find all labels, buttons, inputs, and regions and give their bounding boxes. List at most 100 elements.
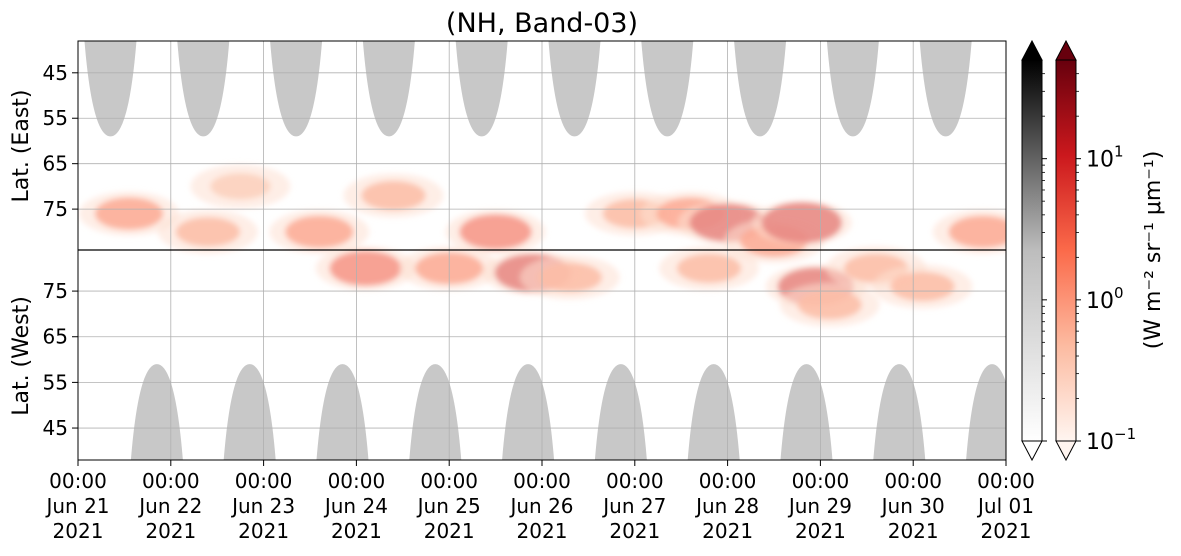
daylight-mask-upper-9 [826, 41, 879, 137]
daylight-mask-upper-1 [84, 41, 137, 137]
daylight-mask-upper-5 [455, 41, 508, 137]
radiance-halo-2 [157, 209, 258, 254]
daylight-mask-lower-8 [780, 364, 833, 460]
daylight-mask-lower-6 [594, 364, 647, 460]
x-tick-label-4-2: 2021 [424, 519, 475, 543]
daylight-mask-lower-7 [687, 364, 740, 460]
radiance-field [79, 164, 1006, 327]
colorbar-label: (W m⁻² sr⁻¹ μm⁻¹) [1141, 151, 1166, 350]
x-tick-label-10-0: 00:00 [977, 469, 1035, 493]
radiance-halo-21 [932, 209, 1006, 254]
x-tick-label-7-2: 2021 [702, 519, 753, 543]
colorbar-reds [1055, 39, 1081, 462]
x-tick-label-10-1: Jul 01 [976, 494, 1034, 518]
x-tick-label-0-0: 00:00 [49, 469, 107, 493]
x-tick-label-1-0: 00:00 [142, 469, 200, 493]
radiance-halo-16 [751, 200, 852, 245]
x-tick-label-6-2: 2021 [609, 519, 660, 543]
colorbar-reds-extend-bottom [1055, 440, 1077, 462]
x-tick-label-5-1: Jun 26 [508, 494, 573, 518]
x-tick-label-2-2: 2021 [238, 519, 289, 543]
x-tick-label-1-1: Jun 22 [137, 494, 202, 518]
colorbar-tick-exp-0: 1 [1114, 143, 1124, 161]
x-tick-label-8-0: 00:00 [792, 469, 850, 493]
daylight-mask-lower-2 [223, 364, 276, 460]
x-tick-label-9-1: Jun 30 [880, 494, 945, 518]
radiance-halo-10 [519, 255, 620, 300]
daylight-mask [84, 41, 1006, 460]
colorbar-reds-body [1055, 59, 1077, 442]
x-tick-label-2-0: 00:00 [235, 469, 293, 493]
daylight-mask-upper-6 [548, 41, 601, 137]
colorbar-tick-exp-1: 0 [1114, 284, 1124, 302]
y-tick-label-west-45: 45 [43, 416, 68, 440]
x-tick-label-0-2: 2021 [53, 519, 104, 543]
chart-title: (NH, Band-03) [446, 8, 638, 39]
y-tick-label-east-75: 75 [43, 197, 68, 221]
radiance-halo-5 [315, 246, 416, 291]
colorbar-tick-exp-2: −1 [1114, 425, 1136, 443]
x-tick-label-6-1: Jun 27 [601, 494, 666, 518]
daylight-mask-lower-5 [502, 364, 555, 460]
y-tick-label-east-65: 65 [43, 152, 68, 176]
colorbar-greys-extend-bottom [1021, 440, 1043, 462]
daylight-mask-upper-3 [270, 41, 323, 137]
daylight-mask-upper-2 [177, 41, 230, 137]
daylight-mask-lower-1 [130, 364, 183, 460]
colorbar-tick-label-0: 101 [1086, 143, 1124, 173]
plot-area [78, 41, 1006, 460]
radiance-halo-6 [343, 173, 444, 218]
x-tick-label-6-0: 00:00 [606, 469, 664, 493]
colorbar-reds-extend-top [1055, 39, 1077, 61]
x-tick-label-3-0: 00:00 [328, 469, 386, 493]
radiance-halo-13 [659, 246, 760, 291]
x-tick-label-4-1: Jun 25 [416, 494, 481, 518]
upper-y-axis: 45 55 65 75 [43, 61, 78, 221]
daylight-mask-lower-4 [409, 364, 462, 460]
radiance-halo-4 [269, 209, 370, 254]
x-tick-label-0-1: Jun 21 [44, 494, 109, 518]
y-tick-label-east-45: 45 [43, 61, 68, 85]
x-tick-label-8-1: Jun 29 [787, 494, 852, 518]
daylight-mask-lower-3 [316, 364, 369, 460]
y-tick-label-east-55: 55 [43, 106, 68, 130]
daylight-mask-upper-8 [734, 41, 787, 137]
colorbar-tick-label-2: 10−1 [1086, 425, 1136, 455]
daylight-mask-upper-10 [919, 41, 972, 137]
colorbar-greys [1021, 39, 1047, 462]
y-tick-label-west-75: 75 [43, 279, 68, 303]
colorbar-greys-body [1021, 59, 1043, 442]
radiance-halo-1 [79, 191, 180, 236]
x-tick-label-7-0: 00:00 [699, 469, 757, 493]
radiance-halo-8 [445, 209, 546, 254]
x-tick-label-8-2: 2021 [795, 519, 846, 543]
x-tick-label-2-1: Jun 23 [230, 494, 295, 518]
lower-y-label: Lat. (West) [9, 296, 34, 416]
x-tick-label-1-2: 2021 [145, 519, 196, 543]
x-tick-label-3-1: Jun 24 [323, 494, 388, 518]
y-tick-label-west-55: 55 [43, 370, 68, 394]
radiance-halo-3 [190, 164, 291, 209]
x-tick-label-4-0: 00:00 [420, 469, 478, 493]
x-tick-label-10-2: 2021 [981, 519, 1032, 543]
x-tick-label-5-0: 00:00 [513, 469, 571, 493]
colorbar-reds-ticks [1076, 73, 1081, 442]
colorbar-tick-label-1: 100 [1086, 284, 1124, 314]
daylight-mask-lower-9 [873, 364, 926, 460]
radiance-halo-20 [872, 264, 973, 309]
colorbar-greys-ticks [1042, 73, 1047, 442]
x-tick-label-9-0: 00:00 [884, 469, 942, 493]
radiance-halo-18 [779, 282, 880, 327]
upper-y-label: Lat. (East) [9, 90, 34, 203]
daylight-mask-upper-7 [641, 41, 694, 137]
x-tick-label-9-2: 2021 [888, 519, 939, 543]
lower-y-axis: 75 65 55 45 [43, 279, 78, 440]
daylight-mask-lower-10 [966, 364, 1006, 460]
x-tick-label-3-2: 2021 [331, 519, 382, 543]
daylight-mask-upper-4 [362, 41, 415, 137]
x-tick-label-7-1: Jun 28 [694, 494, 759, 518]
y-tick-label-west-65: 65 [43, 325, 68, 349]
colorbar-greys-extend-top [1021, 39, 1043, 61]
